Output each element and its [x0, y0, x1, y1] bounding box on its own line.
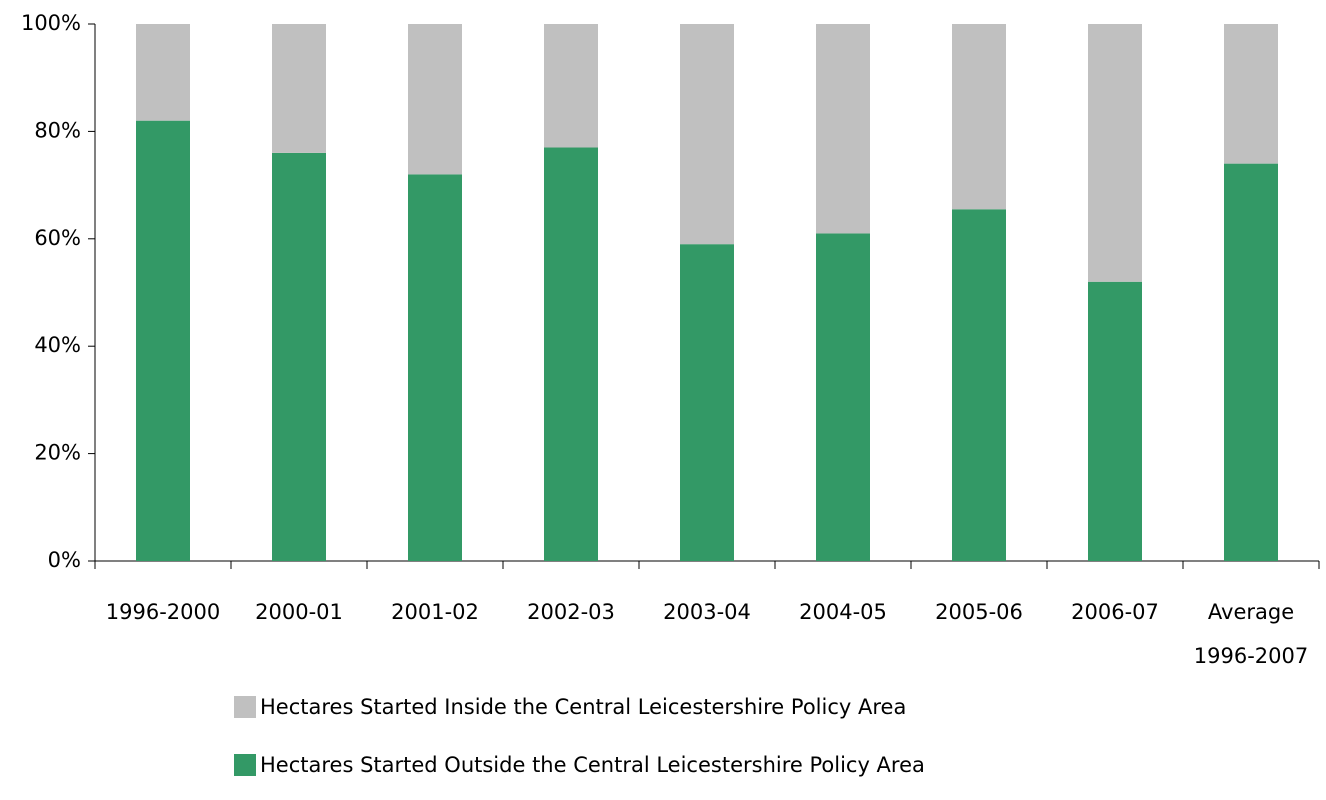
y-tick-label: 80% [34, 118, 81, 142]
y-tick-label: 0% [48, 548, 81, 572]
y-tick-label: 20% [34, 441, 81, 465]
bar-segment [680, 244, 734, 562]
bar-segment [408, 24, 462, 175]
x-tick-label: 2003-04 [663, 600, 751, 624]
bar-segment [680, 24, 734, 245]
x-tick-label: 2006-07 [1071, 600, 1159, 624]
legend-swatch [234, 696, 256, 718]
x-tick-label: 2001-02 [391, 600, 479, 624]
bar-segment [136, 24, 190, 121]
legend-item: Hectares Started Inside the Central Leic… [234, 695, 906, 719]
bar-segment [544, 147, 598, 561]
bar-segment [272, 24, 326, 153]
legend-item: Hectares Started Outside the Central Lei… [234, 753, 925, 777]
bar-segment [816, 24, 870, 234]
y-tick-label: 60% [34, 226, 81, 250]
bar-segment [1224, 163, 1278, 561]
x-tick-label: 2005-06 [935, 600, 1023, 624]
bar-segment [1224, 24, 1278, 164]
x-tick-label: 2000-01 [255, 600, 343, 624]
bar-segment [1088, 281, 1142, 561]
bar-segment [136, 120, 190, 561]
bar-segment [816, 233, 870, 561]
y-tick-label: 40% [34, 333, 81, 357]
bar-segment [408, 174, 462, 562]
bar-segment [952, 24, 1006, 210]
legend-swatch [234, 754, 256, 776]
bar-segment [272, 152, 326, 561]
x-tick-label: 2002-03 [527, 600, 615, 624]
bar-segment [544, 24, 598, 148]
bar-segment [952, 209, 1006, 561]
x-tick-label: Average 1996-2007 [1193, 600, 1309, 668]
bar-segment [1088, 24, 1142, 282]
y-tick-label: 100% [21, 11, 81, 35]
x-tick-label: 2004-05 [799, 600, 887, 624]
legend-label: Hectares Started Inside the Central Leic… [260, 695, 907, 719]
x-tick-label: 1996-2000 [105, 600, 221, 624]
legend-label: Hectares Started Outside the Central Lei… [260, 753, 925, 777]
